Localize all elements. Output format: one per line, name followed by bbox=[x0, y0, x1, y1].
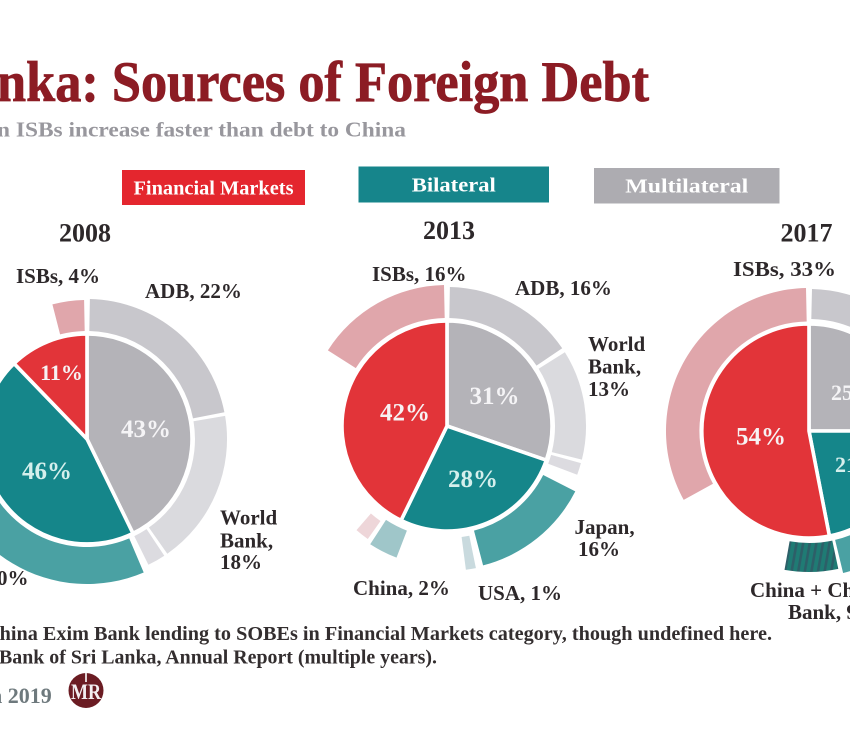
svg-text:16%: 16% bbox=[578, 537, 620, 561]
svg-text:11%: 11% bbox=[40, 360, 83, 385]
svg-text:2013: 2013 bbox=[423, 216, 475, 245]
svg-text:China + China: China + China bbox=[750, 578, 850, 602]
svg-text:28%: 28% bbox=[448, 466, 498, 493]
svg-text:nka: Sources of Foreign Debt: nka: Sources of Foreign Debt bbox=[0, 51, 649, 114]
svg-text:Multilateral: Multilateral bbox=[625, 176, 749, 198]
svg-text:54%: 54% bbox=[736, 424, 786, 451]
svg-text:42%: 42% bbox=[380, 400, 430, 427]
svg-text:ISBs, 4%: ISBs, 4% bbox=[16, 264, 100, 288]
svg-text:31%: 31% bbox=[470, 383, 520, 410]
svg-text:China, 2%: China, 2% bbox=[353, 576, 450, 600]
svg-text:ISBs, 16%: ISBs, 16% bbox=[372, 262, 467, 286]
svg-text:Financial Markets: Financial Markets bbox=[134, 178, 294, 200]
svg-text:Japan,: Japan, bbox=[575, 515, 635, 539]
svg-text:25%: 25% bbox=[831, 380, 850, 405]
svg-text:18%: 18% bbox=[220, 550, 262, 574]
svg-text:Bank of Sri Lanka, Annual Repo: Bank of Sri Lanka, Annual Report (multip… bbox=[0, 647, 437, 669]
svg-text:USA, 1%: USA, 1% bbox=[478, 581, 562, 605]
svg-text:0%: 0% bbox=[0, 566, 29, 590]
svg-text:n ISBs increase faster than de: n ISBs increase faster than debt to Chin… bbox=[0, 118, 407, 142]
svg-text:46%: 46% bbox=[22, 458, 72, 485]
svg-text:Bilateral: Bilateral bbox=[412, 175, 496, 197]
svg-text:13%: 13% bbox=[588, 377, 630, 401]
svg-text:ADB, 16%: ADB, 16% bbox=[515, 276, 612, 300]
svg-text:Bank,: Bank, bbox=[220, 529, 273, 553]
svg-text:Bank, 9%: Bank, 9% bbox=[788, 600, 850, 624]
svg-text:21%: 21% bbox=[835, 452, 850, 477]
svg-text:2008: 2008 bbox=[59, 219, 111, 248]
svg-text:2017: 2017 bbox=[781, 219, 833, 248]
svg-text:World: World bbox=[220, 506, 277, 530]
svg-text:43%: 43% bbox=[121, 416, 171, 443]
svg-text:n 2019: n 2019 bbox=[0, 683, 52, 708]
svg-text:ADB, 22%: ADB, 22% bbox=[145, 279, 242, 303]
svg-text:ISBs, 33%: ISBs, 33% bbox=[733, 257, 836, 281]
svg-text:Bank,: Bank, bbox=[588, 355, 641, 379]
svg-text:China Exim Bank lending to SOB: China Exim Bank lending to SOBEs in Fina… bbox=[0, 623, 772, 645]
svg-text:MR: MR bbox=[71, 679, 102, 704]
svg-text:World: World bbox=[588, 332, 645, 356]
